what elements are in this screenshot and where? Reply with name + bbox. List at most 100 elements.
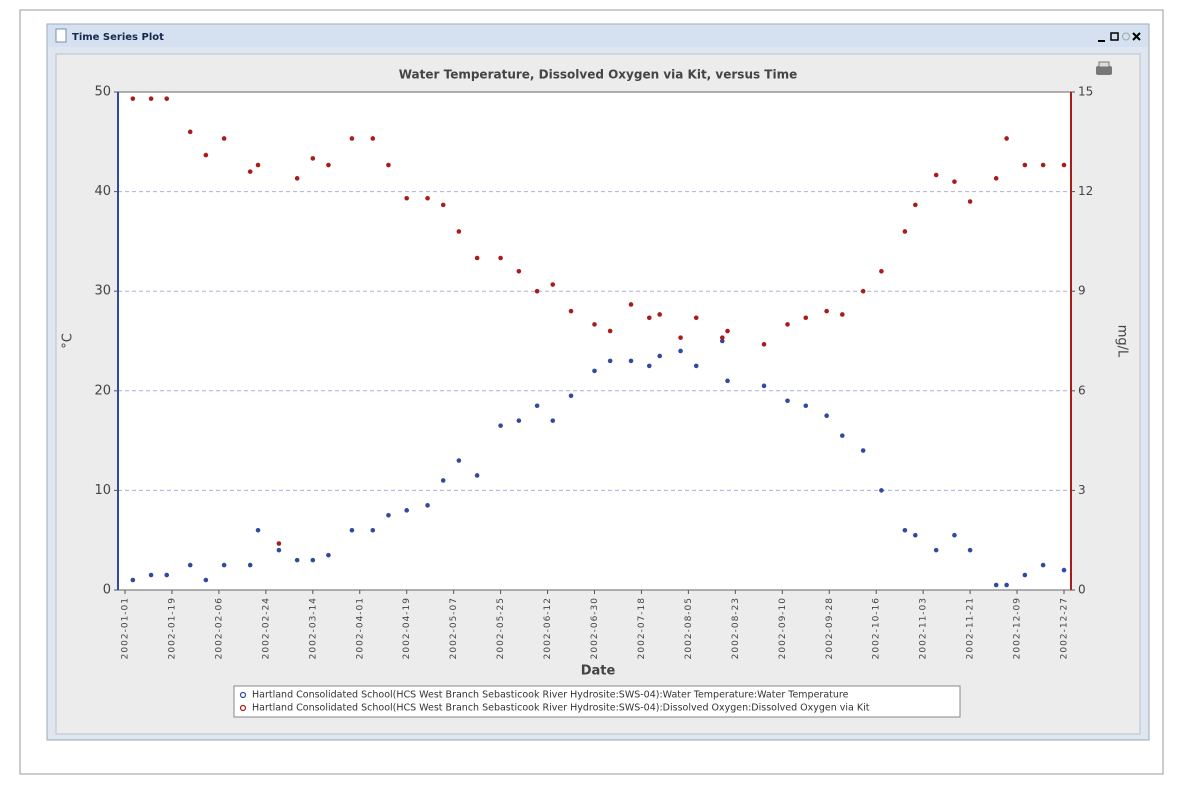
y-tick-label: 0 <box>103 583 111 598</box>
x-tick-label: 2002-04-19 <box>402 597 412 659</box>
point <box>221 562 227 568</box>
point <box>349 136 355 141</box>
point <box>1040 562 1046 568</box>
point <box>824 308 829 314</box>
point <box>678 348 683 354</box>
point <box>456 458 462 463</box>
point <box>761 383 767 389</box>
point <box>425 503 430 508</box>
point <box>678 335 683 340</box>
point <box>839 312 845 317</box>
legend-marker <box>239 704 247 712</box>
point <box>255 162 261 168</box>
point <box>933 172 939 178</box>
point <box>456 229 462 234</box>
point <box>592 322 597 327</box>
point <box>516 268 522 274</box>
y-tick-label: 20 <box>94 383 111 398</box>
restore-button[interactable] <box>1122 32 1130 41</box>
legend-marker <box>239 691 247 699</box>
x-tick-label: 2002-04-01 <box>355 597 365 659</box>
y-tick-label: 30 <box>94 284 111 299</box>
point <box>516 418 522 423</box>
point <box>803 315 809 321</box>
point <box>440 202 446 208</box>
y2-axis-label: mg/L <box>1115 325 1130 358</box>
point <box>1061 567 1067 573</box>
point <box>130 96 136 101</box>
point <box>993 176 999 181</box>
x-tick-label: 2002-07-18 <box>637 597 647 659</box>
point <box>474 473 480 478</box>
point <box>725 328 730 334</box>
point <box>187 129 193 135</box>
point <box>902 229 908 234</box>
chart-title: Water Temperature, Dissolved Oxygen via … <box>399 68 798 82</box>
x-tick-label: 2002-10-16 <box>872 597 882 659</box>
point <box>1061 162 1067 168</box>
print-button[interactable] <box>1096 61 1112 75</box>
point <box>550 282 556 287</box>
point <box>933 547 939 553</box>
maximize-button[interactable] <box>1110 32 1119 41</box>
point <box>628 358 634 364</box>
point <box>425 195 430 201</box>
point <box>1022 572 1028 578</box>
point <box>693 315 699 321</box>
y2-tick-label: 12 <box>1078 184 1093 198</box>
point <box>386 513 391 518</box>
point <box>203 577 209 583</box>
window-buttons[interactable] <box>1098 32 1141 42</box>
point <box>568 393 574 399</box>
point <box>952 532 957 538</box>
x-tick-label: 2002-02-06 <box>214 597 224 659</box>
y-tick-label: 10 <box>94 483 111 498</box>
point <box>803 403 809 409</box>
y2-tick-label: 6 <box>1078 383 1086 397</box>
x-tick-label: 2002-08-23 <box>731 597 741 659</box>
y-axis-label: °C <box>61 333 76 349</box>
x-tick-label: 2002-05-07 <box>449 597 459 659</box>
point <box>148 96 154 101</box>
point <box>498 423 503 428</box>
y-tick-label: 40 <box>94 184 111 199</box>
point <box>276 547 282 553</box>
point <box>164 572 170 578</box>
point <box>646 315 652 321</box>
x-tick-label: 2002-01-19 <box>167 597 177 659</box>
point <box>628 302 634 307</box>
close-button[interactable] <box>1132 32 1141 41</box>
x-tick-label: 2002-02-24 <box>261 597 271 659</box>
point <box>607 358 613 364</box>
point <box>568 308 574 314</box>
title-bar <box>48 25 1148 47</box>
x-tick-label: 2002-11-03 <box>919 597 929 659</box>
plot-area <box>118 92 1071 590</box>
point <box>255 527 261 533</box>
y2-tick-label: 0 <box>1078 583 1086 597</box>
point <box>967 199 973 204</box>
print-icon[interactable] <box>1096 66 1112 75</box>
point <box>404 508 410 513</box>
y2-tick-label: 15 <box>1078 85 1093 99</box>
print-icon-paper[interactable] <box>1098 61 1110 68</box>
point <box>967 547 973 553</box>
point <box>550 418 556 423</box>
point <box>310 557 316 563</box>
point <box>952 179 957 184</box>
x-tick-label: 2002-06-12 <box>543 597 553 659</box>
point <box>164 96 170 101</box>
point <box>592 368 597 374</box>
plot <box>118 91 1071 591</box>
point <box>902 527 908 533</box>
window-title: Time Series Plot <box>72 32 164 43</box>
point <box>294 557 300 563</box>
x-tick-label: 2002-09-28 <box>825 597 835 659</box>
x-tick-label: 2002-03-14 <box>308 597 318 659</box>
point <box>221 136 227 141</box>
point <box>839 433 845 438</box>
x-tick-label: 2002-12-09 <box>1013 597 1023 659</box>
point <box>349 527 355 533</box>
point <box>326 162 331 168</box>
